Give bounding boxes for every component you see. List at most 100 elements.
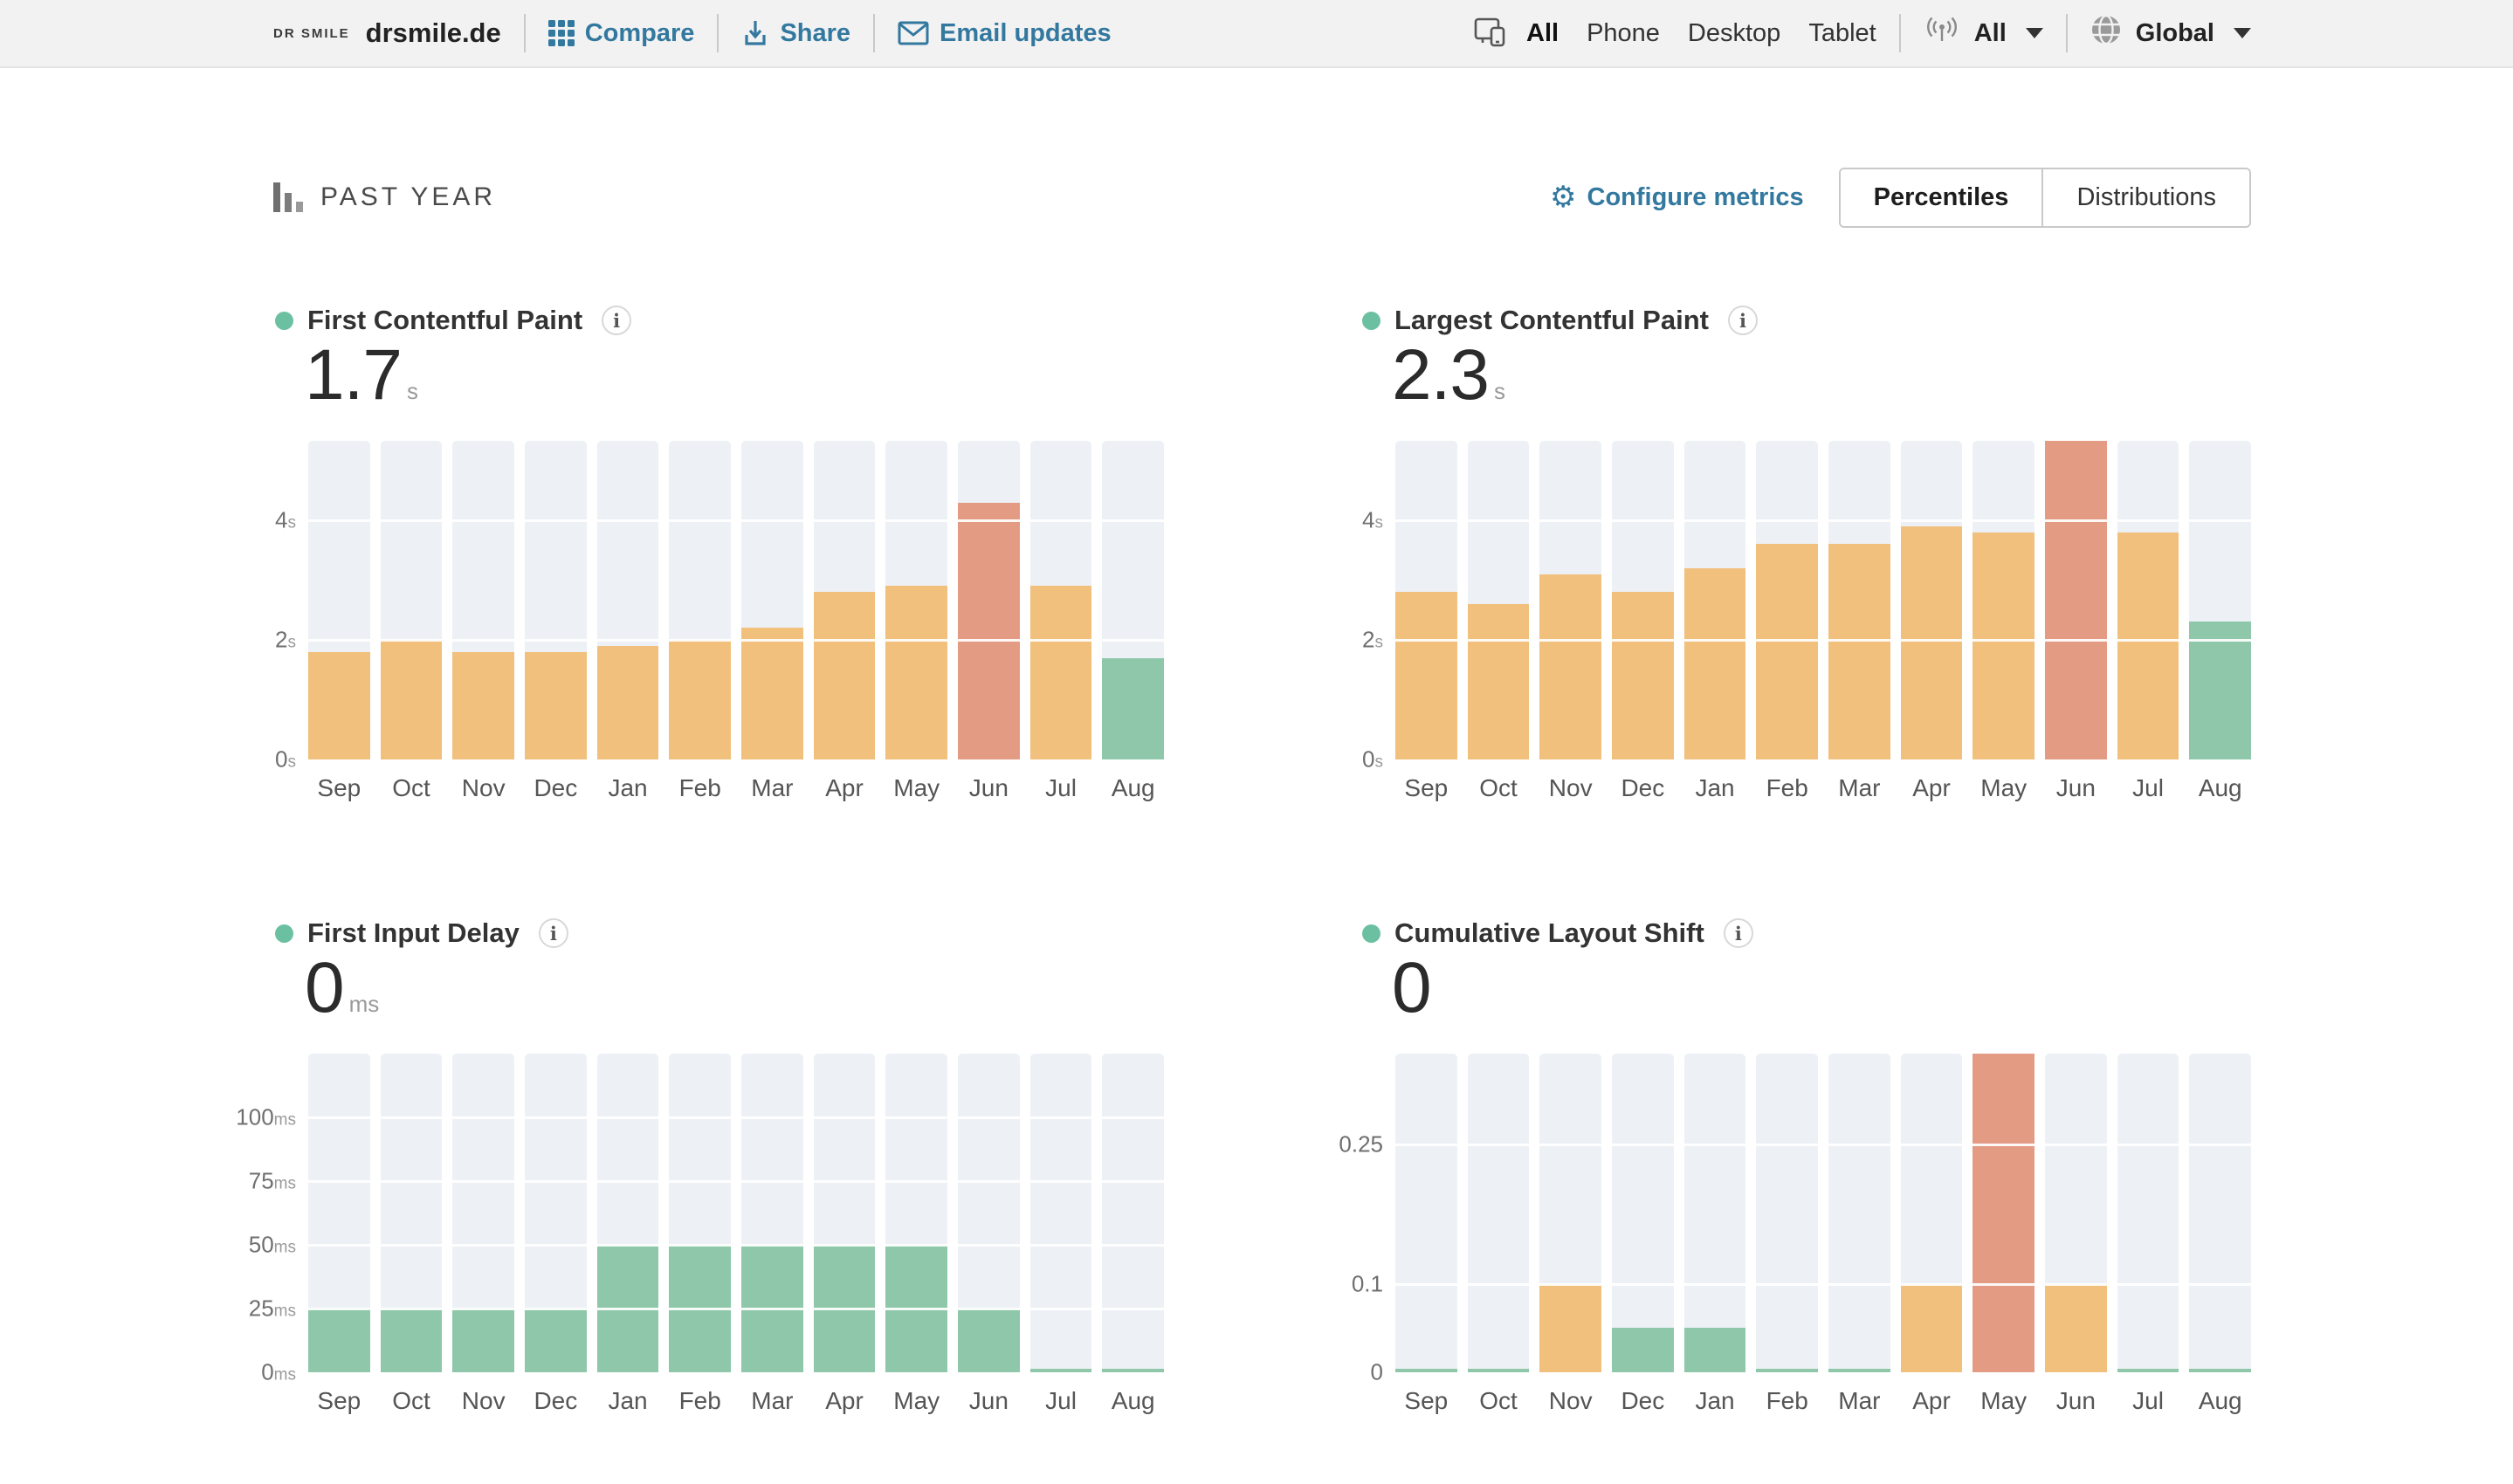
- chart-bar-aug[interactable]: [2189, 1369, 2252, 1372]
- configure-metrics-button[interactable]: ⚙ Configure metrics: [1550, 180, 1804, 215]
- month-label: Sep: [317, 1387, 361, 1414]
- chart-bar-oct[interactable]: [380, 640, 443, 759]
- chart-column: [1756, 441, 1819, 759]
- gridline: [308, 519, 1164, 522]
- chart-bar-jun[interactable]: [958, 503, 1020, 759]
- chart-column: [885, 441, 948, 759]
- status-dot: [275, 924, 293, 943]
- tab-distributions[interactable]: Distributions: [2041, 168, 2249, 226]
- chart-bar-apr[interactable]: [813, 592, 876, 759]
- chart-bar-mar[interactable]: [1828, 1369, 1890, 1372]
- chart-bar-dec[interactable]: [525, 652, 587, 759]
- chart-bar-apr[interactable]: [1900, 526, 1963, 759]
- email-updates-button[interactable]: Email updates: [898, 19, 1112, 48]
- y-axis-tick: 50ms: [248, 1231, 296, 1258]
- gridline: [1395, 639, 2251, 642]
- chart-bar-mar[interactable]: [741, 628, 803, 759]
- chart-bar-sep[interactable]: [308, 652, 370, 759]
- chart-bar-jul[interactable]: [2117, 1369, 2179, 1372]
- chart-bar-jul[interactable]: [1029, 1369, 1092, 1372]
- configure-metrics-label: Configure metrics: [1587, 182, 1804, 211]
- chart-bar-jul[interactable]: [2117, 532, 2179, 759]
- chart-bar-oct[interactable]: [1467, 604, 1530, 759]
- month-label: Jun: [968, 774, 1009, 801]
- chart-column: [669, 441, 732, 759]
- chart-bar-feb[interactable]: [1756, 1369, 1819, 1372]
- chart-bar-oct[interactable]: [1467, 1369, 1530, 1372]
- month-label: Apr: [825, 774, 864, 801]
- chart-column: [452, 441, 515, 759]
- chart-bar-mar[interactable]: [1828, 544, 1890, 759]
- chart-bar-sep[interactable]: [308, 1309, 370, 1372]
- toolbar: PAST YEAR ⚙ Configure metrics Percentile…: [273, 166, 2251, 229]
- device-filter-all[interactable]: All: [1526, 18, 1559, 47]
- month-label: Nov: [1548, 1387, 1593, 1414]
- chart-column: [1612, 441, 1674, 759]
- chart-bar-jan[interactable]: [596, 646, 659, 759]
- chart-bar-apr[interactable]: [1900, 1284, 1963, 1372]
- chart-column: [525, 1054, 587, 1372]
- month-label: Jun: [2055, 1387, 2096, 1414]
- divider: [1898, 14, 1901, 52]
- chart-bar-aug[interactable]: [2189, 622, 2252, 759]
- chart-bar-jun[interactable]: [2045, 1284, 2107, 1372]
- chart-bar-jan[interactable]: [1683, 1328, 1746, 1372]
- site-name[interactable]: drsmile.de: [365, 17, 501, 48]
- device-filter-phone[interactable]: Phone: [1587, 18, 1660, 47]
- y-axis-tick: 0.25: [1339, 1130, 1383, 1158]
- period-selector[interactable]: PAST YEAR: [273, 182, 496, 212]
- chart-bar-dec[interactable]: [1612, 1328, 1674, 1372]
- gridline: [1395, 1144, 2251, 1146]
- chart-bar-sep[interactable]: [1395, 592, 1457, 759]
- x-axis: Sep Oct Nov Dec Jan Feb Mar Apr May Jun Jul Aug: [308, 774, 1164, 802]
- month-label: Mar: [751, 774, 794, 801]
- month-label: Apr: [825, 1387, 864, 1414]
- chart-bar-jul[interactable]: [1029, 586, 1092, 759]
- month-label: Sep: [317, 774, 361, 801]
- chart-column: [885, 1054, 948, 1372]
- connection-filter-select[interactable]: All: [1924, 15, 2043, 52]
- chart-bar-dec[interactable]: [525, 1309, 587, 1372]
- info-icon[interactable]: i: [538, 918, 568, 948]
- compare-button[interactable]: Compare: [547, 19, 694, 48]
- gridline: [1395, 1283, 2251, 1286]
- device-filter-desktop[interactable]: Desktop: [1687, 18, 1781, 47]
- chart-bar-oct[interactable]: [380, 1309, 443, 1372]
- y-axis-tick: 2s: [1362, 626, 1383, 653]
- chart-bar-dec[interactable]: [1612, 592, 1674, 759]
- email-updates-label: Email updates: [940, 18, 1112, 47]
- gridline: [308, 1180, 1164, 1183]
- metric-title: First Contentful Paint: [307, 305, 583, 335]
- gridline: [1395, 519, 2251, 522]
- chart-bar-may[interactable]: [885, 586, 948, 759]
- chart-bar-nov[interactable]: [1539, 574, 1602, 759]
- info-icon[interactable]: i: [1723, 918, 1753, 948]
- chart-column: [452, 1054, 515, 1372]
- chart-bar-jan[interactable]: [1683, 568, 1746, 759]
- share-button[interactable]: Share: [741, 19, 850, 48]
- chart-column: [1467, 1054, 1530, 1372]
- chart-bar-nov[interactable]: [452, 1309, 515, 1372]
- chart-bar-jun[interactable]: [2045, 441, 2107, 759]
- month-label: Jun: [2055, 774, 2096, 801]
- month-label: Nov: [1548, 774, 1593, 801]
- info-icon[interactable]: i: [1727, 306, 1758, 335]
- chart-bar-aug[interactable]: [1102, 1369, 1165, 1372]
- chart-bar-may[interactable]: [1973, 532, 2035, 759]
- tab-percentiles[interactable]: Percentiles: [1840, 168, 2042, 226]
- info-icon[interactable]: i: [602, 306, 632, 335]
- chart-bar-sep[interactable]: [1395, 1369, 1457, 1372]
- chart-column: [669, 1054, 732, 1372]
- month-label: Dec: [534, 774, 578, 801]
- chart-bar-aug[interactable]: [1102, 658, 1165, 759]
- chart-bar-feb[interactable]: [669, 640, 732, 759]
- lcp-chart: 0s 2s 4s Sep Oct Nov Dec Jan Feb Mar Apr May Jun Jul A…: [1360, 441, 2252, 807]
- chart-bar-jun[interactable]: [958, 1309, 1020, 1372]
- plot-area: [308, 441, 1165, 759]
- chart-bar-nov[interactable]: [1539, 1284, 1602, 1372]
- chart-bar-nov[interactable]: [452, 652, 515, 759]
- region-filter-select[interactable]: Global: [2090, 14, 2251, 52]
- chart-bar-feb[interactable]: [1756, 544, 1819, 759]
- device-filter-tablet[interactable]: Tablet: [1808, 18, 1876, 47]
- chart-bar-may[interactable]: [1973, 1054, 2035, 1372]
